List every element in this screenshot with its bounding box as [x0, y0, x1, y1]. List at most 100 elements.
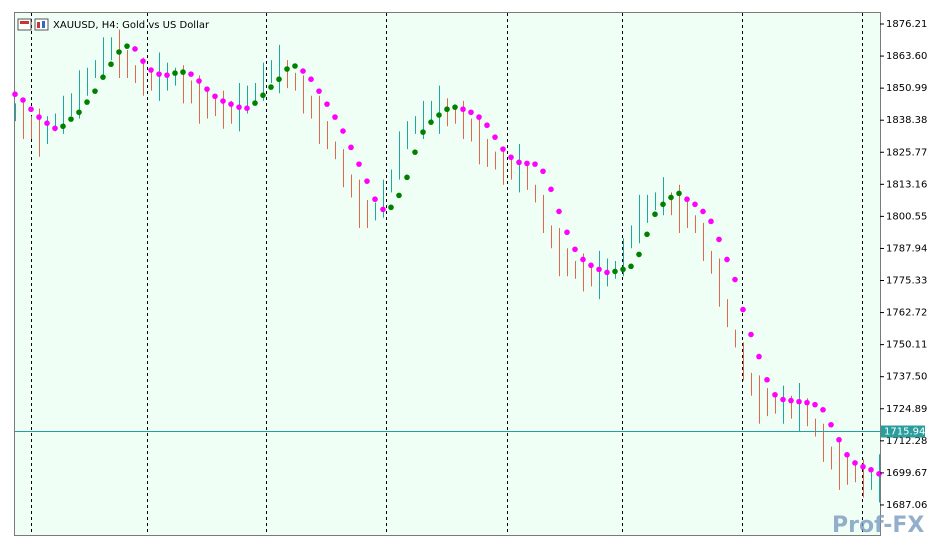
indicator-dot [732, 276, 738, 283]
indicator-dot [244, 105, 250, 111]
watermark: Prof-FX [832, 513, 924, 538]
indicator-dot [300, 68, 306, 74]
indicator-dot [548, 186, 554, 193]
indicator-dot [780, 396, 786, 403]
y-tick-label: 1712.28 [886, 436, 927, 447]
indicator-dot [468, 109, 474, 116]
indicator-dot [452, 104, 458, 110]
indicator-dot [612, 268, 618, 275]
y-tick-label: 1699.67 [886, 468, 927, 479]
indicator-dot [204, 86, 210, 92]
indicator-dot [196, 78, 202, 84]
indicator-dot [740, 306, 746, 313]
indicator-dot [820, 406, 826, 413]
indicator-dot [628, 263, 634, 270]
y-tick-label: 1775.33 [886, 276, 927, 287]
indicator-dot [748, 331, 754, 338]
indicator-dot [756, 353, 762, 360]
indicator-dot [108, 61, 114, 68]
current-price-label: 1715.94 [884, 427, 925, 438]
indicator-dot [28, 106, 34, 113]
indicator-dot [268, 84, 274, 90]
indicator-dot [276, 76, 282, 83]
indicator-dot [572, 246, 578, 253]
indicator-dot [20, 97, 26, 103]
indicator-dot [140, 58, 146, 64]
indicator-dot [348, 144, 354, 151]
indicator-dot [516, 159, 522, 166]
indicator-dot [852, 460, 858, 466]
indicator-dot [180, 69, 186, 75]
indicator-dot [212, 93, 218, 100]
y-tick-label: 1687.06 [886, 500, 927, 511]
indicator-dot [380, 206, 386, 213]
indicator-dot [556, 208, 562, 215]
y-tick-label: 1762.72 [886, 308, 927, 319]
indicator-dot [68, 116, 74, 122]
indicator-dot [284, 66, 290, 72]
indicator-dot [876, 471, 882, 477]
indicator-dot [236, 104, 242, 110]
indicator-dot [492, 134, 498, 140]
indicator-dot [724, 256, 730, 263]
indicator-dot [804, 399, 810, 406]
indicator-dot [404, 174, 410, 181]
indicator-dot [356, 161, 362, 167]
y-tick-label: 1813.16 [886, 179, 927, 190]
symbol-icons [17, 18, 49, 31]
indicator-dot [476, 114, 482, 120]
period-separators [31, 13, 863, 535]
indicator-dot [692, 201, 698, 208]
indicator-dot [460, 106, 466, 113]
indicator-dot [828, 421, 834, 428]
indicator-dot [124, 43, 130, 49]
indicator-dot [164, 72, 170, 78]
indicator-dot [596, 266, 602, 273]
y-tick-label: 1876.21 [886, 19, 927, 30]
indicator-dot [796, 398, 802, 405]
indicator-dot [420, 129, 426, 135]
indicator-dot [292, 63, 298, 69]
indicator-dot [92, 88, 98, 94]
indicator-dot [228, 101, 234, 107]
indicator-dot [412, 149, 418, 155]
indicator-dot [324, 101, 330, 107]
y-tick-label: 1737.50 [886, 372, 927, 383]
indicator-dot [836, 436, 842, 443]
indicator-dot [604, 269, 610, 276]
indicator-dot [436, 112, 442, 118]
indicator-dot [308, 76, 314, 83]
indicator-dot [52, 125, 58, 132]
indicator-dot [116, 49, 122, 55]
indicator-dot [716, 236, 722, 243]
indicator-dot [708, 218, 714, 225]
y-tick-label: 1750.11 [886, 340, 927, 351]
indicator-dot [444, 106, 450, 113]
indicator-dot [260, 92, 266, 99]
indicator-dot [100, 74, 106, 80]
indicator-dot [564, 229, 570, 236]
indicator-dot [148, 67, 154, 73]
indicator-dot [868, 466, 874, 473]
indicator-dot [76, 109, 82, 116]
indicator-dot [764, 376, 770, 383]
y-tick-label: 1850.99 [886, 83, 927, 94]
indicator-dot [84, 99, 90, 105]
indicator-dot [428, 119, 434, 125]
indicator-dot [812, 401, 818, 408]
indicator-dot [580, 256, 586, 263]
indicator-dot [340, 128, 346, 134]
indicator-dot [316, 88, 322, 94]
indicator-dot [860, 463, 866, 470]
current-price-box [881, 425, 925, 438]
indicator-dot [684, 196, 690, 203]
marks [12, 29, 882, 503]
indicator-dot [332, 114, 338, 120]
indicator-dot [156, 71, 162, 77]
y-tick-label: 1800.55 [886, 211, 927, 222]
indicator-dot [372, 196, 378, 203]
y-tick-label: 1724.89 [886, 404, 927, 415]
indicator-dot [532, 161, 538, 167]
indicator-dot [588, 262, 594, 269]
indicator-dot [252, 100, 258, 106]
